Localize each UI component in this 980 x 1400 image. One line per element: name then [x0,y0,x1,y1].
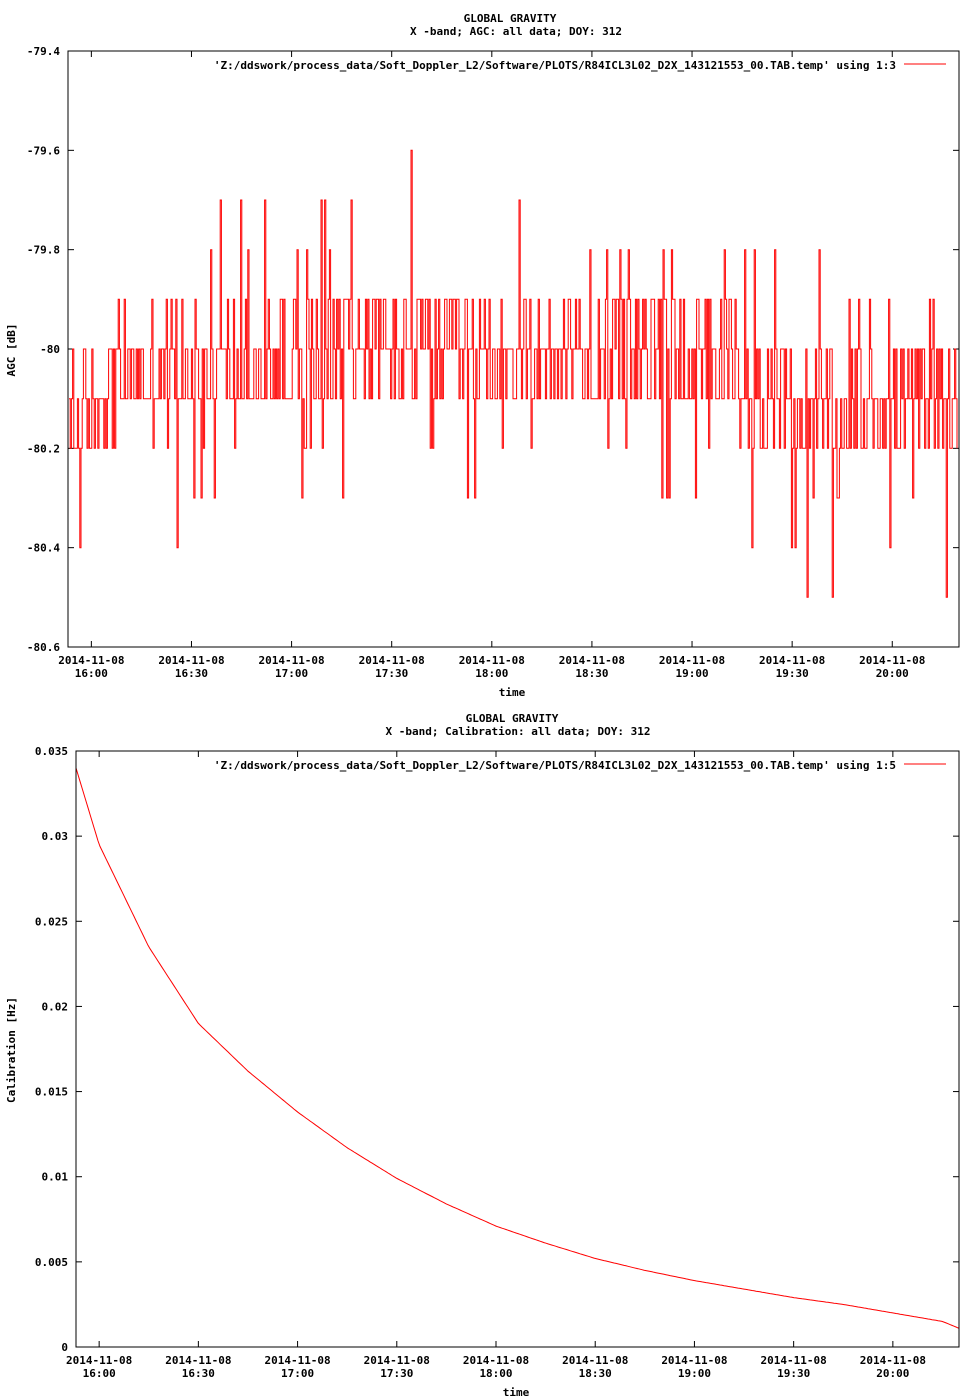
x-tick-time: 18:30 [575,667,608,680]
x-tick-date: 2014-11-08 [364,1354,430,1367]
y-tick-label: 0.01 [42,1171,69,1184]
x-tick-date: 2014-11-08 [661,1354,727,1367]
agc-y-axis-label: AGC [dB] [5,324,18,377]
y-tick-label: -79.6 [27,144,60,157]
calibration-chart: GLOBAL GRAVITY X -band; Calibration: all… [5,712,960,1399]
calibration-legend-label: 'Z:/ddswork/process_data/Soft_Doppler_L2… [214,759,896,772]
y-tick-label: -79.8 [27,244,60,257]
x-tick-time: 18:00 [479,1367,512,1380]
agc-title: GLOBAL GRAVITY [464,12,557,25]
x-tick-time: 16:00 [75,667,108,680]
x-tick-date: 2014-11-08 [759,654,825,667]
x-tick-date: 2014-11-08 [258,654,324,667]
agc-plot-frame [67,50,960,648]
x-tick-time: 16:30 [175,667,208,680]
y-tick-label: 0.025 [35,915,68,928]
agc-legend-label: 'Z:/ddswork/process_data/Soft_Doppler_L2… [214,59,896,72]
x-tick-time: 17:00 [281,1367,314,1380]
x-tick-time: 17:00 [275,667,308,680]
x-tick-date: 2014-11-08 [559,654,625,667]
x-tick-time: 16:00 [83,1367,116,1380]
x-tick-date: 2014-11-08 [761,1354,827,1367]
x-tick-date: 2014-11-08 [58,654,124,667]
x-tick-time: 18:00 [475,667,508,680]
calibration-plot-frame [75,750,960,1348]
x-tick-date: 2014-11-08 [463,1354,529,1367]
y-tick-label: -79.4 [27,45,60,58]
agc-subtitle: X -band; AGC: all data; DOY: 312 [410,25,622,38]
y-tick-label: 0.02 [42,1000,69,1013]
calibration-y-axis-label: Calibration [Hz] [5,997,18,1103]
agc-x-axis-label: time [499,686,526,699]
x-tick-time: 19:30 [776,667,809,680]
x-tick-time: 20:00 [876,1367,909,1380]
x-tick-time: 19:00 [675,667,708,680]
calibration-ticks: 0 0.005 0.01 0.015 0.02 0.025 0.03 0.035 2014-11… [35,745,959,1380]
x-tick-date: 2014-11-08 [562,1354,628,1367]
y-tick-label: 0 [61,1341,68,1354]
agc-series-line [69,149,958,598]
y-tick-label: -80.6 [27,641,60,654]
x-tick-date: 2014-11-08 [66,1354,132,1367]
calibration-series-line [75,767,960,1329]
x-tick-date: 2014-11-08 [659,654,725,667]
x-tick-time: 17:30 [375,667,408,680]
x-tick-date: 2014-11-08 [459,654,525,667]
y-tick-label: -80 [40,343,60,356]
x-tick-time: 16:30 [182,1367,215,1380]
y-tick-label: 0.005 [35,1256,68,1269]
y-tick-label: 0.035 [35,745,68,758]
x-tick-date: 2014-11-08 [158,654,224,667]
x-tick-date: 2014-11-08 [860,1354,926,1367]
calibration-title: GLOBAL GRAVITY [466,712,559,725]
x-tick-time: 20:00 [876,667,909,680]
calibration-subtitle: X -band; Calibration: all data; DOY: 312 [386,725,651,738]
x-tick-date: 2014-11-08 [264,1354,330,1367]
x-tick-time: 18:30 [579,1367,612,1380]
x-tick-time: 19:30 [777,1367,810,1380]
x-tick-date: 2014-11-08 [165,1354,231,1367]
x-tick-time: 19:00 [678,1367,711,1380]
x-tick-date: 2014-11-08 [359,654,425,667]
y-tick-label: 0.03 [42,830,69,843]
x-tick-date: 2014-11-08 [859,654,925,667]
agc-ticks: -80.6 -80.4 -80.2 -80 -79.8 -79.6 -79.4 2014-11… [27,45,959,680]
x-tick-time: 17:30 [380,1367,413,1380]
agc-chart: GLOBAL GRAVITY X -band; AGC: all data; D… [5,12,960,699]
y-tick-label: -80.2 [27,442,60,455]
y-tick-label: 0.015 [35,1086,68,1099]
calibration-x-axis-label: time [503,1386,530,1399]
y-tick-label: -80.4 [27,542,60,555]
